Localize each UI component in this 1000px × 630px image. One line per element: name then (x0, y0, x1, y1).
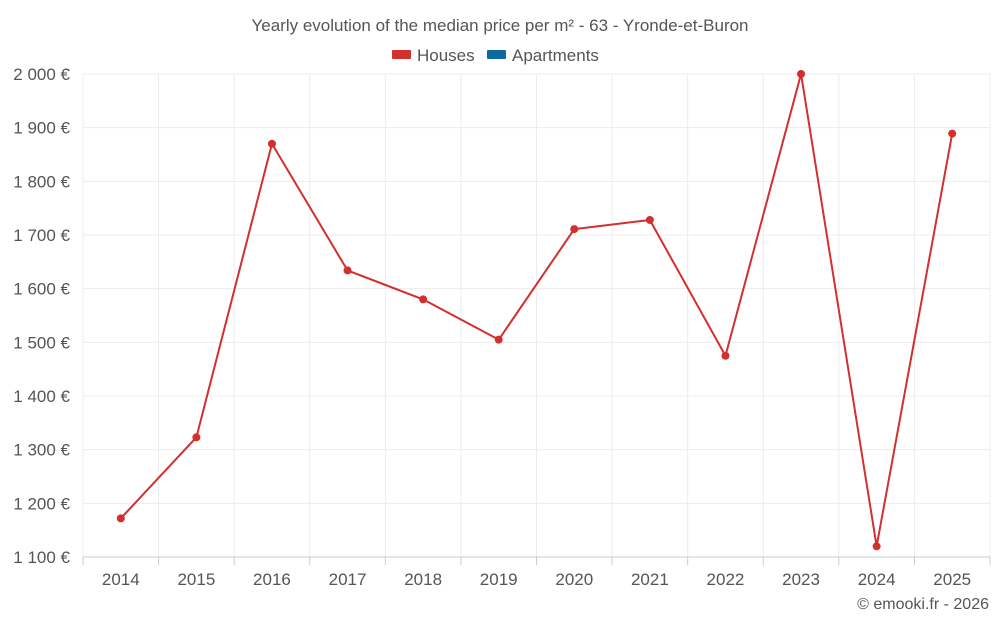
data-point-houses-2015[interactable] (192, 433, 201, 442)
x-tick-label: 2025 (933, 570, 971, 589)
legend-label-houses: Houses (417, 46, 475, 65)
data-point-houses-2022[interactable] (721, 351, 730, 360)
x-tick-label: 2021 (631, 570, 669, 589)
x-tick-label: 2014 (102, 570, 140, 589)
x-tick-label: 2023 (782, 570, 820, 589)
grid (82, 73, 991, 558)
data-point-houses-2021[interactable] (645, 215, 654, 224)
legend-swatch-apartments (487, 50, 506, 59)
legend-label-apartments: Apartments (512, 46, 599, 65)
data-point-houses-2017[interactable] (343, 266, 352, 275)
legend-item-houses[interactable]: Houses (392, 46, 475, 65)
x-tick-label: 2020 (555, 570, 593, 589)
y-tick-label: 1 900 € (13, 119, 70, 138)
axes: 1 100 € 1 200 € 1 300 € 1 400 € 1 500 € 1 600… (13, 65, 991, 589)
credit-text: © emooki.fr - 2026 (857, 596, 989, 613)
data-point-houses-2016[interactable] (267, 139, 276, 148)
x-tick-label: 2015 (177, 570, 215, 589)
data-point-houses-2014[interactable] (116, 514, 125, 523)
y-tick-label: 1 800 € (13, 172, 70, 191)
legend: Houses Apartments (392, 46, 599, 65)
y-tick-label: 1 500 € (13, 333, 70, 352)
data-point-houses-2024[interactable] (872, 542, 881, 551)
data-point-houses-2018[interactable] (419, 295, 428, 304)
y-tick-label: 1 700 € (13, 226, 70, 245)
x-tick-label: 2016 (253, 570, 291, 589)
series (116, 70, 957, 551)
data-point-houses-2023[interactable] (797, 70, 806, 78)
data-point-houses-2025[interactable] (948, 129, 957, 138)
y-tick-label: 1 300 € (13, 441, 70, 460)
x-tick-label: 2018 (404, 570, 442, 589)
legend-item-apartments[interactable]: Apartments (487, 46, 599, 65)
data-point-houses-2020[interactable] (570, 225, 579, 234)
y-tick-label: 1 400 € (13, 387, 70, 406)
x-tick-label: 2024 (858, 570, 896, 589)
chart-title: Yearly evolution of the median price per… (251, 16, 748, 35)
y-tick-label: 1 200 € (13, 494, 70, 513)
y-tick-label: 1 100 € (13, 548, 70, 567)
series-line-houses (120, 73, 954, 548)
y-tick-label: 2 000 € (13, 65, 70, 84)
data-point-houses-2019[interactable] (494, 335, 503, 344)
legend-swatch-houses (392, 50, 411, 59)
y-tick-label: 1 600 € (13, 280, 70, 299)
x-tick-label: 2019 (480, 570, 518, 589)
x-tick-label: 2017 (329, 570, 367, 589)
x-tick-label: 2022 (707, 570, 745, 589)
